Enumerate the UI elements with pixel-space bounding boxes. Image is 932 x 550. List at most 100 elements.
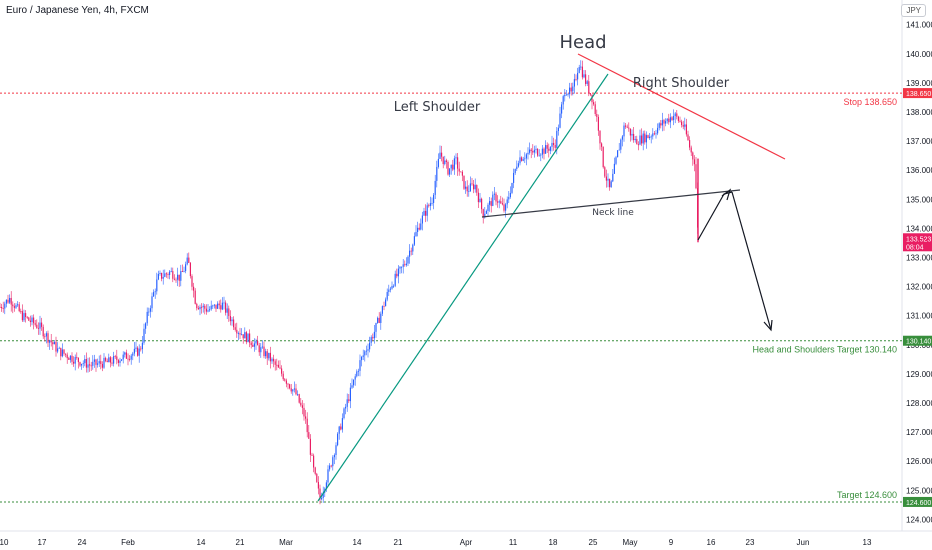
candle-body	[617, 150, 619, 158]
candle-body	[183, 271, 185, 272]
candle-body	[79, 362, 81, 366]
symbol-title: Euro / Japanese Yen, 4h, FXCM	[6, 5, 149, 16]
candle-body	[292, 389, 294, 392]
price-badge	[903, 88, 932, 99]
candle-body	[495, 193, 497, 202]
price-axis[interactable]: 141.000 140.000 139.000 138.000 137.000 136.0…	[906, 21, 932, 525]
candle-body	[95, 359, 97, 365]
candle-body	[34, 323, 36, 325]
candle-body	[85, 359, 87, 368]
candle-body	[441, 152, 443, 157]
currency-button[interactable]: JPY	[901, 4, 926, 17]
time-axis[interactable]: 10 17 24 Feb 14 21 Mar 14 21 Apr 11 18 25 May 9 16 23 Jun…	[0, 538, 872, 547]
candle-body	[284, 379, 286, 381]
resistance-line[interactable]	[577, 53, 786, 160]
candle-body	[572, 86, 574, 92]
candle-body	[212, 305, 214, 307]
candle-body	[669, 117, 671, 123]
candle-body	[522, 159, 524, 161]
candle-body	[337, 433, 339, 446]
candle-body	[335, 445, 337, 456]
candle-body	[553, 142, 555, 146]
candle-body	[607, 178, 609, 181]
price-tick-label: 131.000	[906, 312, 932, 321]
candle-body	[687, 134, 689, 141]
candle-body	[279, 367, 281, 369]
candle-body	[431, 202, 433, 204]
time-tick-label: 23	[746, 538, 755, 547]
trend-line[interactable]	[317, 73, 609, 502]
candle-body	[103, 357, 105, 368]
candle-body	[223, 302, 225, 304]
candle-body	[172, 271, 174, 279]
candle-body	[364, 351, 366, 356]
candle-body	[185, 264, 187, 272]
candle-body	[25, 313, 27, 317]
candle-body	[357, 370, 359, 372]
candle-body	[258, 345, 260, 353]
candle-body	[303, 407, 305, 417]
projection-up-arrowhead	[721, 188, 732, 201]
candle-body	[220, 305, 222, 310]
candle-body	[49, 340, 51, 343]
candle-body	[217, 303, 219, 309]
candle-body	[685, 124, 687, 135]
candle-body	[53, 341, 55, 345]
candle-body	[671, 117, 673, 121]
candle-body	[349, 387, 351, 402]
candle-body	[661, 120, 663, 126]
candle-body	[588, 81, 590, 94]
neck-line[interactable]	[481, 189, 741, 218]
candle-body	[602, 146, 604, 168]
candle-body	[529, 149, 531, 153]
candle-body	[137, 347, 139, 356]
candle-body	[353, 379, 355, 386]
candle-body	[618, 149, 620, 151]
price-badge	[903, 496, 932, 507]
candle-body	[52, 342, 54, 345]
candle-body	[143, 328, 145, 343]
candle-body	[405, 263, 407, 266]
candle-body	[276, 364, 278, 366]
candle-body	[673, 116, 675, 121]
price-tick-label: 140.000	[906, 50, 932, 59]
price-tick-label: 128.000	[906, 399, 932, 408]
candle-body	[124, 352, 126, 355]
time-tick-label: 13	[863, 538, 872, 547]
candle-body	[345, 406, 347, 409]
candle-body	[305, 416, 307, 419]
price-tick-label: 124.000	[906, 515, 932, 524]
price-tick-label: 127.000	[906, 428, 932, 437]
candle-body	[282, 373, 284, 380]
candle-body	[538, 155, 540, 157]
projection-down-leg[interactable]	[731, 191, 772, 331]
candle-body	[468, 191, 470, 192]
candle-body	[642, 133, 644, 144]
candle-body	[233, 319, 235, 328]
candle-body	[445, 160, 447, 162]
candle-body	[519, 157, 521, 164]
hs-target-level-label: Head and Shoulders Target 130.140	[753, 345, 897, 355]
candle-body	[271, 358, 273, 362]
candle-body	[178, 274, 180, 281]
candle-body	[567, 94, 569, 95]
candle-body	[601, 143, 603, 147]
candle-body	[487, 204, 489, 211]
time-tick-label: Jun	[797, 538, 810, 547]
candle-body	[309, 438, 311, 455]
candle-body	[463, 175, 465, 189]
candle-body	[631, 133, 633, 136]
candle-body	[421, 215, 423, 224]
candle-body	[373, 331, 375, 339]
candle-body	[668, 118, 670, 123]
candle-body	[665, 121, 667, 124]
candle-body	[165, 273, 167, 275]
candle-body	[541, 148, 543, 155]
candle-body	[173, 278, 175, 280]
candle-body	[359, 360, 361, 371]
candle-body	[151, 296, 153, 309]
candle-body	[260, 347, 262, 353]
candle-body	[524, 158, 526, 160]
